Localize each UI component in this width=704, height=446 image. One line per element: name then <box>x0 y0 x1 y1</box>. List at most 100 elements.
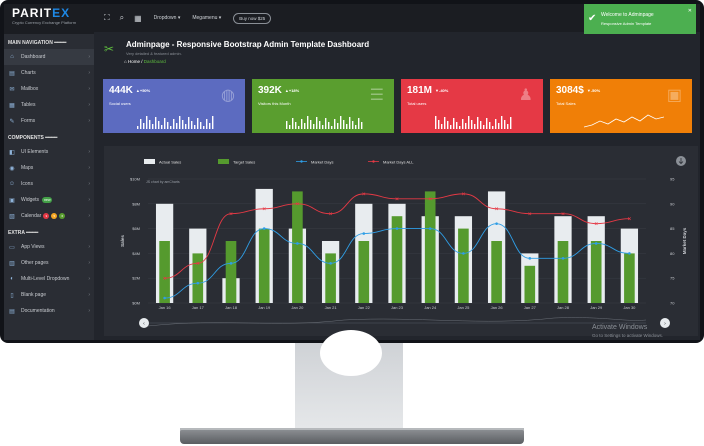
sidebar-item-label: Blank page <box>21 292 47 298</box>
bar-target-sales <box>358 241 370 303</box>
ui-icon: ◧ <box>9 149 15 156</box>
sidebar-item-multi-level-dropdown[interactable]: ◐ Multi-Level Dropdown › <box>4 271 94 287</box>
x-tick-label: Jan 19 <box>258 305 271 310</box>
sidebar-item-calendar[interactable]: ▧ Calendar 3 5 6 › <box>4 208 94 224</box>
screen: PARITEX Crypto Currency Exchange Platfor… <box>4 4 700 340</box>
chart-icon: ▤ <box>9 70 15 77</box>
sidebar-item-forms[interactable]: ✎ Forms › <box>4 113 94 129</box>
map-icon: ◉ <box>9 165 15 172</box>
sidebar-item-blank-page[interactable]: ▯ Blank page › <box>4 287 94 303</box>
x-tick-label: Jan 22 <box>358 305 371 310</box>
dropdown-menu[interactable]: Dropdown ▾ <box>153 15 181 21</box>
check-icon: ✔ <box>588 13 597 24</box>
section-heading-main: MAIN NAVIGATION ━━━━ <box>8 40 67 46</box>
bar-target-sales <box>159 241 170 303</box>
chart-credit: JS chart by amCharts <box>146 180 180 184</box>
stat-label: Visitors this Month <box>258 101 291 106</box>
sidebar-item-label: Dashboard <box>21 54 46 60</box>
app-icon: ▭ <box>9 244 15 251</box>
chevron-right-icon: › <box>88 244 90 250</box>
point-market-days <box>296 242 299 245</box>
grid-icon[interactable]: ▦ <box>134 13 142 23</box>
chevron-right-icon: › <box>88 149 90 155</box>
chevron-right-icon: › <box>88 213 90 219</box>
y-tick-label: $0M <box>132 301 140 306</box>
sidebar-item-documentation[interactable]: ▤ Documentation › <box>4 303 94 319</box>
stat-change: ▲+18% <box>284 87 300 93</box>
bar-target-sales <box>424 191 436 303</box>
point-market-days <box>329 262 332 265</box>
y-tick-label: $8M <box>132 201 140 206</box>
stat-label: Total Sales <box>556 101 576 106</box>
chevron-right-icon: › <box>88 292 90 298</box>
sidebar-item-widgets[interactable]: ▣ Widgets new › <box>4 192 94 208</box>
point-market-days-all <box>428 197 432 201</box>
sidebar-item-maps[interactable]: ◉ Maps › <box>4 160 94 176</box>
bar-target-sales <box>524 265 536 303</box>
point-market-days <box>528 257 532 260</box>
sidebar-item-charts[interactable]: ▤ Charts › <box>4 65 94 81</box>
logo-tagline: Crypto Currency Exchange Platform <box>12 20 77 25</box>
legend-swatch-marker <box>300 160 303 163</box>
chevron-right-icon: › <box>88 197 90 203</box>
bar-target-sales <box>258 228 270 303</box>
bar-target-sales <box>225 241 237 303</box>
megamenu[interactable]: Megamenu ▾ <box>192 15 222 21</box>
welcome-toast: ✔ Welcome to Adminpage Responsive Admin … <box>584 4 696 34</box>
sidebar-item-ui-elements[interactable]: ◧ UI Elements › <box>4 144 94 160</box>
point-market-days <box>561 257 565 260</box>
sidebar-item-dashboard[interactable]: ⌂ Dashboard › <box>4 49 94 65</box>
toast-title: Welcome to Adminpage <box>601 12 654 18</box>
search-icon[interactable]: ⌕ <box>119 13 125 22</box>
y-axis-label: Sales <box>120 235 125 247</box>
chevron-right-icon: › <box>88 86 90 92</box>
sidebar-item-label: Widgets <box>21 197 40 203</box>
sidebar-item-icons[interactable]: ☺ Icons › <box>4 176 94 192</box>
home-icon: ⌂ <box>124 59 127 64</box>
y-tick-label: $10M <box>130 177 140 182</box>
chevron-right-icon: › <box>88 165 90 171</box>
sidebar-item-label: Multi-Level Dropdown <box>21 276 70 282</box>
scroll-left-handle[interactable] <box>139 318 149 328</box>
bar-target-sales <box>557 241 569 303</box>
sidebar-item-mailbox[interactable]: ✉ Mailbox › <box>4 81 94 97</box>
user-icon: ♟ <box>518 87 533 104</box>
fullscreen-icon[interactable]: ⛶ <box>104 13 110 22</box>
activate-windows-title: Activate Windows <box>592 324 648 331</box>
count-badge: 3 <box>43 213 50 219</box>
point-market-days-all <box>594 222 598 226</box>
close-icon[interactable]: ✕ <box>687 8 692 14</box>
sidebar-item-label: Mailbox <box>21 86 39 92</box>
sidebar-item-tables[interactable]: ▦ Tables › <box>4 97 94 113</box>
x-tick-label: Jan 26 <box>491 305 504 310</box>
chevron-right-icon: › <box>88 54 90 60</box>
stat-value: 181M <box>407 85 433 96</box>
buy-now-button[interactable]: Buy now $25 <box>233 12 272 24</box>
monitor-frame: PARITEX Crypto Currency Exchange Platfor… <box>0 0 704 343</box>
table-icon: ▦ <box>9 102 15 109</box>
widgets-icon: ▣ <box>9 197 15 204</box>
logo-accent: EX <box>52 6 71 20</box>
breadcrumb: ⌂ Home / Dashboard <box>124 59 166 64</box>
y-tick-label: $4M <box>132 251 140 256</box>
chevron-right-icon: › <box>88 118 90 124</box>
legend-label: Market Days ALL <box>383 160 414 165</box>
y2-tick-label: 95 <box>670 177 675 182</box>
legend-label: Actual Sales <box>159 160 181 165</box>
point-market-days <box>229 262 233 265</box>
point-market-days-all <box>329 212 333 216</box>
sidebar-item-other-pages[interactable]: ▥ Other pages › <box>4 255 94 271</box>
chevron-left-icon: ‹ <box>143 321 145 327</box>
scroll-right-handle[interactable] <box>660 318 670 328</box>
point-market-days-all <box>528 212 532 216</box>
logo[interactable]: PARITEX Crypto Currency Exchange Platfor… <box>4 4 94 34</box>
point-market-days-all <box>495 207 499 211</box>
point-market-days <box>262 227 266 230</box>
x-tick-label: Jan 18 <box>225 305 238 310</box>
sidebar-item-app-views[interactable]: ▭ App Views › <box>4 239 94 255</box>
blank-icon: ▯ <box>10 292 14 299</box>
y2-tick-label: 80 <box>670 251 675 256</box>
globe-icon: ◍ <box>221 87 235 104</box>
point-market-days-all <box>163 276 167 280</box>
breadcrumb-home[interactable]: Home <box>127 59 140 64</box>
